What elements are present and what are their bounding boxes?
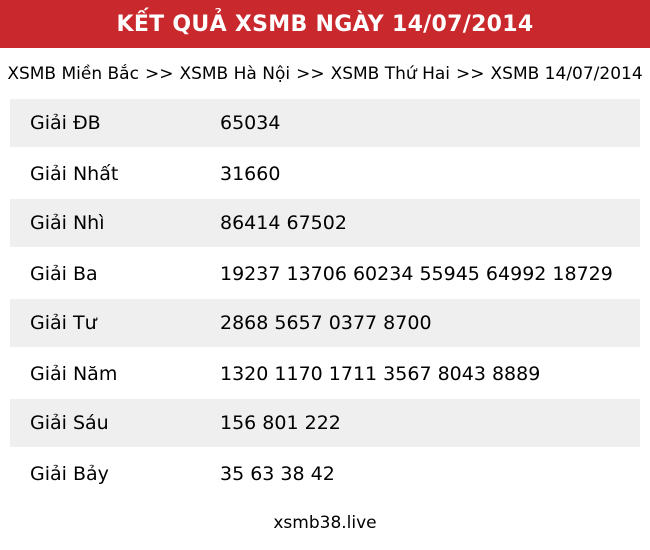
table-row: Giải Nhất 31660 <box>10 149 640 199</box>
prize-numbers: 1320 1170 1711 3567 8043 8889 <box>220 363 541 385</box>
breadcrumb-separator: >> <box>296 64 325 84</box>
breadcrumb-link[interactable]: XSMB Hà Nội <box>179 64 291 84</box>
breadcrumb-link[interactable]: XSMB Miền Bắc <box>7 64 139 84</box>
prize-label: Giải Sáu <box>30 412 109 434</box>
prize-numbers: 19237 13706 60234 55945 64992 18729 <box>220 263 613 285</box>
page-title: KẾT QUẢ XSMB NGÀY 14/07/2014 <box>116 11 534 37</box>
prize-numbers: 31660 <box>220 163 281 185</box>
prize-label: Giải Nhì <box>30 212 105 234</box>
table-row: Giải Tư 2868 5657 0377 8700 <box>10 299 640 349</box>
table-row: Giải Nhì 86414 67502 <box>10 199 640 249</box>
table-row: Giải Ba 19237 13706 60234 55945 64992 187… <box>10 249 640 299</box>
prize-label: Giải Bảy <box>30 463 109 485</box>
breadcrumb-separator: >> <box>144 64 174 84</box>
prize-numbers: 156 801 222 <box>220 412 341 434</box>
footer-site-link[interactable]: xsmb38.live <box>273 513 377 533</box>
prize-numbers: 2868 5657 0377 8700 <box>220 312 432 334</box>
table-row: Giải Năm 1320 1170 1711 3567 8043 8889 <box>10 349 640 399</box>
breadcrumb-link[interactable]: XSMB Thứ Hai <box>330 64 451 84</box>
prize-label: Giải ĐB <box>30 112 101 134</box>
prize-label: Giải Ba <box>30 263 98 285</box>
prize-label: Giải Nhất <box>30 163 119 185</box>
prize-label: Giải Tư <box>30 312 97 334</box>
header-bar: KẾT QUẢ XSMB NGÀY 14/07/2014 <box>0 0 650 48</box>
breadcrumb-separator: >> <box>456 64 485 84</box>
table-row: Giải Bảy 35 63 38 42 <box>10 449 640 499</box>
prize-numbers: 35 63 38 42 <box>220 463 335 485</box>
prize-numbers: 65034 <box>220 112 281 134</box>
breadcrumb: XSMB Miền Bắc >> XSMB Hà Nội >> XSMB Thứ Hai… <box>0 61 650 88</box>
table-row: Giải ĐB 65034 <box>10 99 640 149</box>
table-row: Giải Sáu 156 801 222 <box>10 399 640 449</box>
prize-label: Giải Năm <box>30 363 118 385</box>
footer: xsmb38.live <box>0 513 650 533</box>
prize-numbers: 86414 67502 <box>220 212 347 234</box>
results-table: Giải ĐB 65034 Giải Nhất 31660 Giải Nhì 86414 … <box>10 99 640 499</box>
breadcrumb-link[interactable]: XSMB 14/07/2014 <box>490 64 643 84</box>
